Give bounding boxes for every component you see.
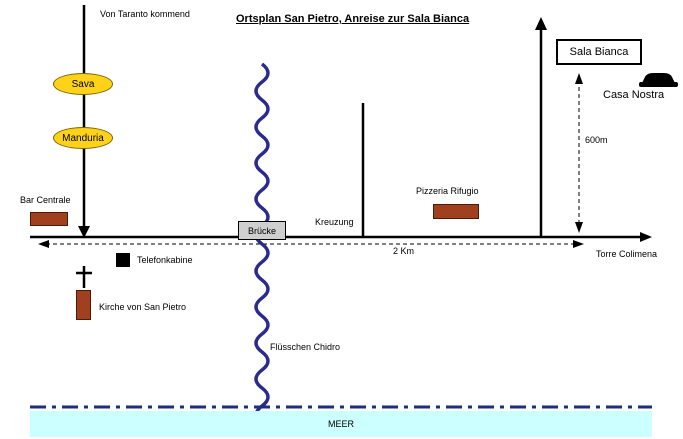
building-kirche [76,290,91,320]
label-from-taranto: Von Taranto kommend [100,9,190,19]
label-600m: 600m [585,135,608,145]
label-fluesschen: Flüsschen Chidro [270,342,341,352]
main-road-arrowhead [640,232,652,242]
cross-icon [76,266,92,288]
phone-booth-icon [116,253,130,267]
building-pizzeria [433,204,479,219]
dim-2km-left-arrow [38,240,49,248]
dim-600-top-arrow [575,73,583,84]
label-kirche: Kirche von San Pietro [99,302,187,312]
town-sava: Sava [53,73,113,95]
label-pizzeria: Pizzeria Rifugio [416,186,479,196]
label-torre-colimena: Torre Colimena [596,249,658,259]
label-bar-centrale: Bar Centrale [20,195,71,205]
sala-road-arrowhead [535,17,547,30]
label-casa-nostra: Casa Nostra [603,89,665,101]
label-meer: MEER [327,419,354,429]
bridge-bruecke: Brücke [238,221,286,240]
dim-600-bottom-arrow [575,222,583,233]
road-down-arrowhead [78,226,90,238]
label-2km: 2 Km [393,246,415,256]
sea-meer: MEER [30,411,652,437]
town-manduria: Manduria [53,127,113,149]
label-telefonkabine: Telefonkabine [137,255,193,265]
building-bar-centrale [30,212,68,226]
river-chidro [254,62,270,426]
label-kreuzung: Kreuzung [315,217,354,227]
sala-bianca-box: Sala Bianca [556,39,642,65]
dim-2km-right-arrow [573,240,584,248]
map-title: Ortsplan San Pietro, Anreise zur Sala Bi… [236,13,470,25]
car-icon [639,73,678,87]
